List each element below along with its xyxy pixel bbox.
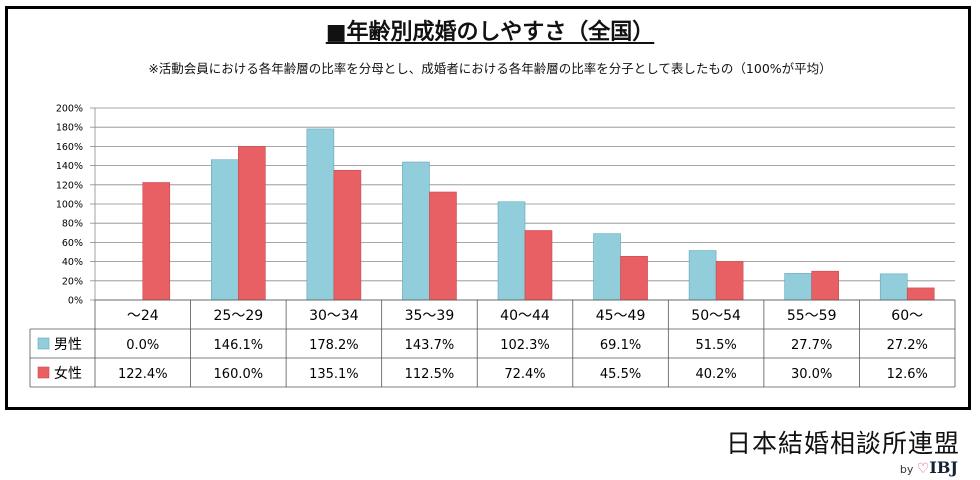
data-label: 0.0% [126,338,159,353]
bar-chart: 0% 20% 40% 60% 80% 100% 120% 140% 160% 180% 200% ～2… [29,104,956,388]
bar-female [429,191,457,301]
y-tick-label: 140% [56,161,83,172]
bar-female [524,230,553,301]
ibj-logo: IBJ [929,458,958,477]
data-label: 122.4% [118,367,168,382]
legend-swatch [37,366,50,379]
y-tick-label: 160% [56,142,83,153]
x-tick-label: 40～44 [500,308,550,324]
x-tick-label: 60～ [891,308,923,324]
data-label: 30.0% [791,367,832,382]
y-tick-label: 40% [62,257,83,268]
y-tick-label: 120% [56,180,83,191]
bar-female [142,182,171,301]
brand-name: 日本結婚相談所連盟 [725,429,960,458]
data-label: 143.7% [405,338,455,353]
data-label: 45.5% [600,367,641,382]
data-label: 135.1% [309,367,359,382]
legend-label: 女性 [54,365,82,382]
data-label: 146.1% [214,338,264,353]
chart-title: ■年齢別成婚のしやすさ（全国） [325,20,655,45]
y-tick-label: 180% [56,123,83,134]
x-tick-label: 35～39 [405,308,455,324]
byline-by: by [899,463,914,476]
bar-female [238,146,266,301]
data-label: 72.4% [504,367,545,382]
data-label: 12.6% [887,367,928,382]
heart-icon: ♡ [916,461,930,477]
data-label: 27.2% [887,338,928,353]
bar-male [211,159,239,301]
y-tick-label: 80% [62,219,83,230]
y-tick-label: 200% [56,104,83,115]
data-label: 69.1% [600,338,641,353]
bar-male [688,250,717,301]
bar-female [715,261,744,301]
data-label: 178.2% [309,338,359,353]
bar-male [306,128,335,301]
x-tick-label: 25～29 [214,308,264,324]
x-tick-label: 55～59 [787,308,837,324]
x-tick-label: ～24 [127,308,159,324]
x-tick-label: 30～34 [309,308,359,324]
bar-female [811,270,839,301]
y-tick-label: 20% [62,276,83,287]
x-tick-label: 45～49 [596,308,646,324]
y-tick-label: 100% [56,200,83,211]
x-tick-label: 50～54 [691,308,741,324]
legend-label: 男性 [54,337,82,353]
data-label: 27.7% [791,338,832,353]
bar-male [784,273,812,301]
bar-female [906,287,935,301]
data-label: 112.5% [405,367,455,382]
bar-male [402,161,430,301]
bar-male [879,273,908,301]
data-label: 160.0% [214,367,264,382]
bar-male [497,201,526,301]
chart-subtitle: ※活動会員における各年齢層の比率を分母とし、成婚者における各年齢層の比率を分子と… [148,61,832,76]
brand-byline: by ♡IBJ [900,458,958,477]
legend-swatch [37,337,50,350]
bar-female [333,170,362,301]
y-tick-label: 0% [68,296,83,307]
data-label: 51.5% [695,338,736,353]
data-label: 102.3% [500,338,550,353]
y-tick-label: 60% [62,238,83,249]
bar-male [593,233,621,301]
bar-female [620,256,648,301]
data-label: 40.2% [695,367,736,382]
